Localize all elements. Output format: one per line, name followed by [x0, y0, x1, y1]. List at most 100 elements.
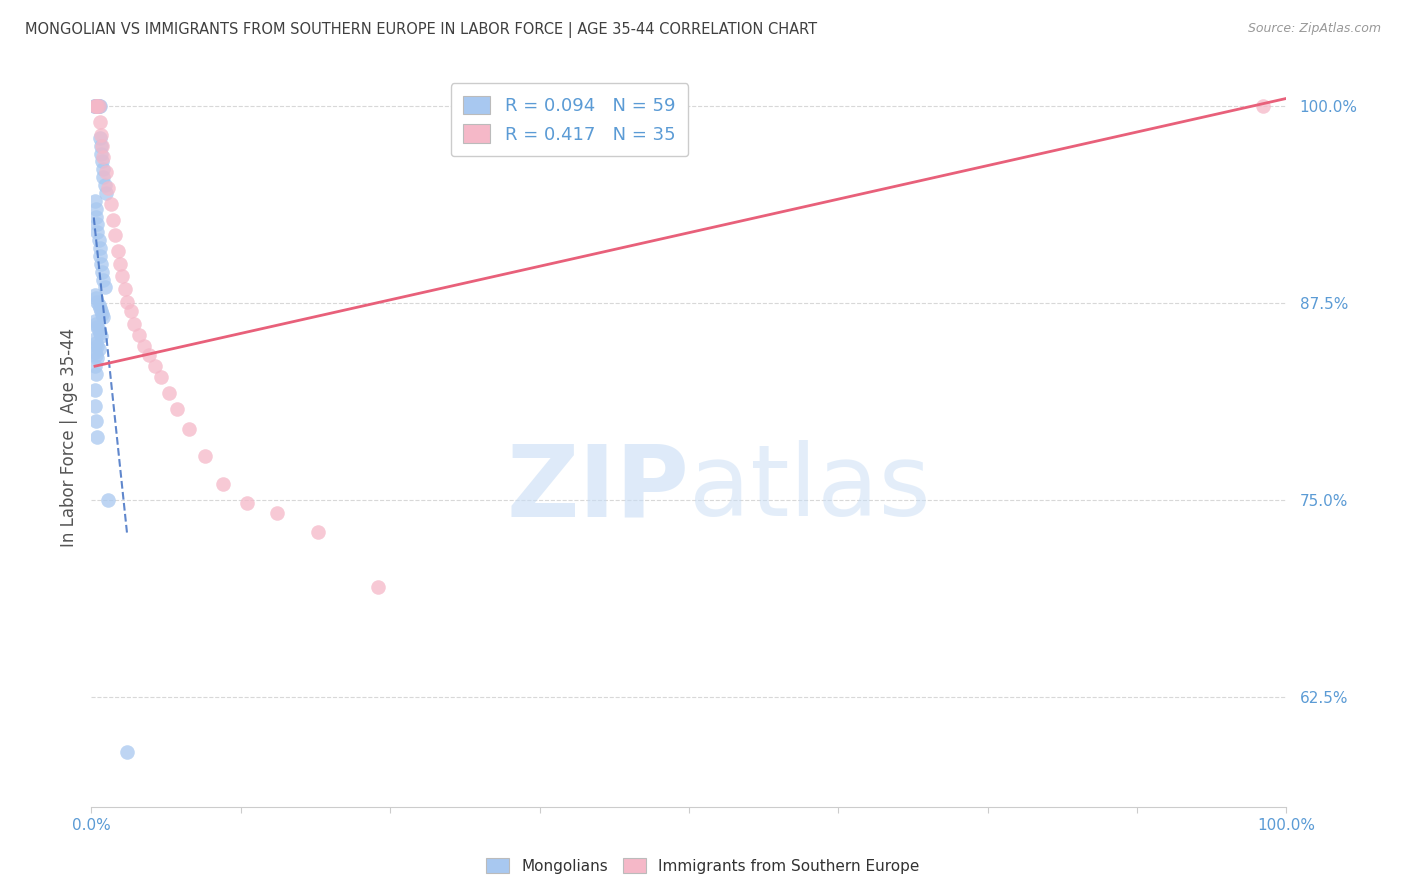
- Point: [97, 181, 120, 195]
- Point: [84, 359, 107, 374]
- Point: [89, 326, 111, 340]
- Point: [90, 257, 112, 271]
- Point: [89, 249, 111, 263]
- Text: Source: ZipAtlas.com: Source: ZipAtlas.com: [1247, 22, 1381, 36]
- Point: [84, 202, 107, 216]
- Point: [166, 401, 188, 416]
- Point: [84, 194, 107, 208]
- Point: [86, 218, 108, 232]
- Point: [94, 186, 117, 200]
- Point: [87, 99, 110, 113]
- Text: MONGOLIAN VS IMMIGRANTS FROM SOUTHERN EUROPE IN LABOR FORCE | AGE 35-44 CORRELAT: MONGOLIAN VS IMMIGRANTS FROM SOUTHERN EU…: [25, 22, 817, 38]
- Point: [84, 99, 107, 113]
- Point: [84, 317, 107, 331]
- Point: [84, 335, 107, 350]
- Point: [84, 99, 107, 113]
- Point: [211, 477, 233, 491]
- Point: [93, 170, 114, 185]
- Point: [115, 294, 138, 309]
- Point: [89, 99, 111, 113]
- Point: [149, 370, 172, 384]
- Point: [367, 580, 389, 594]
- Point: [91, 265, 114, 279]
- Point: [111, 269, 134, 284]
- Point: [157, 386, 180, 401]
- Point: [93, 162, 114, 177]
- Point: [89, 115, 111, 129]
- Point: [90, 128, 112, 142]
- Point: [97, 493, 120, 508]
- Point: [84, 99, 107, 113]
- Point: [84, 99, 107, 113]
- Point: [90, 329, 112, 343]
- Point: [93, 280, 115, 294]
- Point: [91, 154, 114, 169]
- Point: [84, 99, 107, 113]
- Point: [90, 138, 112, 153]
- Point: [86, 351, 108, 366]
- Point: [87, 342, 110, 356]
- Point: [90, 304, 112, 318]
- Point: [235, 496, 259, 510]
- Point: [84, 345, 107, 359]
- Point: [128, 327, 150, 342]
- Point: [84, 313, 107, 327]
- Point: [86, 225, 108, 239]
- Point: [179, 422, 201, 436]
- Point: [87, 233, 110, 247]
- Point: [84, 210, 107, 224]
- Point: [83, 99, 105, 113]
- Point: [89, 241, 111, 255]
- Point: [86, 99, 108, 113]
- Point: [84, 333, 107, 347]
- Point: [87, 323, 110, 337]
- Point: [115, 745, 138, 759]
- Point: [89, 301, 111, 315]
- Point: [100, 197, 122, 211]
- Point: [143, 359, 166, 374]
- Point: [138, 348, 160, 362]
- Point: [104, 228, 127, 243]
- Point: [93, 310, 114, 325]
- Point: [90, 146, 112, 161]
- Point: [93, 272, 114, 286]
- Point: [87, 99, 110, 113]
- Point: [84, 348, 107, 362]
- Point: [91, 307, 114, 321]
- Point: [108, 257, 131, 271]
- Point: [93, 178, 115, 192]
- Point: [93, 150, 114, 164]
- Point: [84, 399, 107, 413]
- Point: [86, 99, 108, 113]
- Point: [266, 506, 288, 520]
- Legend: Mongolians, Immigrants from Southern Europe: Mongolians, Immigrants from Southern Eur…: [479, 852, 927, 880]
- Point: [84, 383, 107, 397]
- Text: atlas: atlas: [689, 441, 931, 537]
- Point: [86, 339, 108, 353]
- Point: [91, 138, 114, 153]
- Point: [107, 244, 129, 259]
- Point: [86, 319, 108, 334]
- Point: [86, 294, 108, 309]
- Point: [87, 298, 110, 312]
- Point: [84, 292, 107, 306]
- Point: [84, 288, 107, 302]
- Point: [132, 339, 155, 353]
- Point: [120, 304, 142, 318]
- Point: [114, 282, 136, 296]
- Text: ZIP: ZIP: [506, 441, 689, 537]
- Point: [101, 212, 124, 227]
- Point: [1251, 99, 1274, 113]
- Point: [89, 130, 111, 145]
- Point: [84, 414, 107, 428]
- Point: [86, 99, 108, 113]
- Y-axis label: In Labor Force | Age 35-44: In Labor Force | Age 35-44: [59, 327, 77, 547]
- Point: [87, 99, 110, 113]
- Point: [86, 99, 108, 113]
- Point: [194, 449, 217, 463]
- Point: [124, 317, 146, 331]
- Point: [94, 165, 117, 179]
- Point: [307, 524, 329, 539]
- Point: [86, 430, 108, 444]
- Legend: R = 0.094   N = 59, R = 0.417   N = 35: R = 0.094 N = 59, R = 0.417 N = 35: [451, 83, 688, 156]
